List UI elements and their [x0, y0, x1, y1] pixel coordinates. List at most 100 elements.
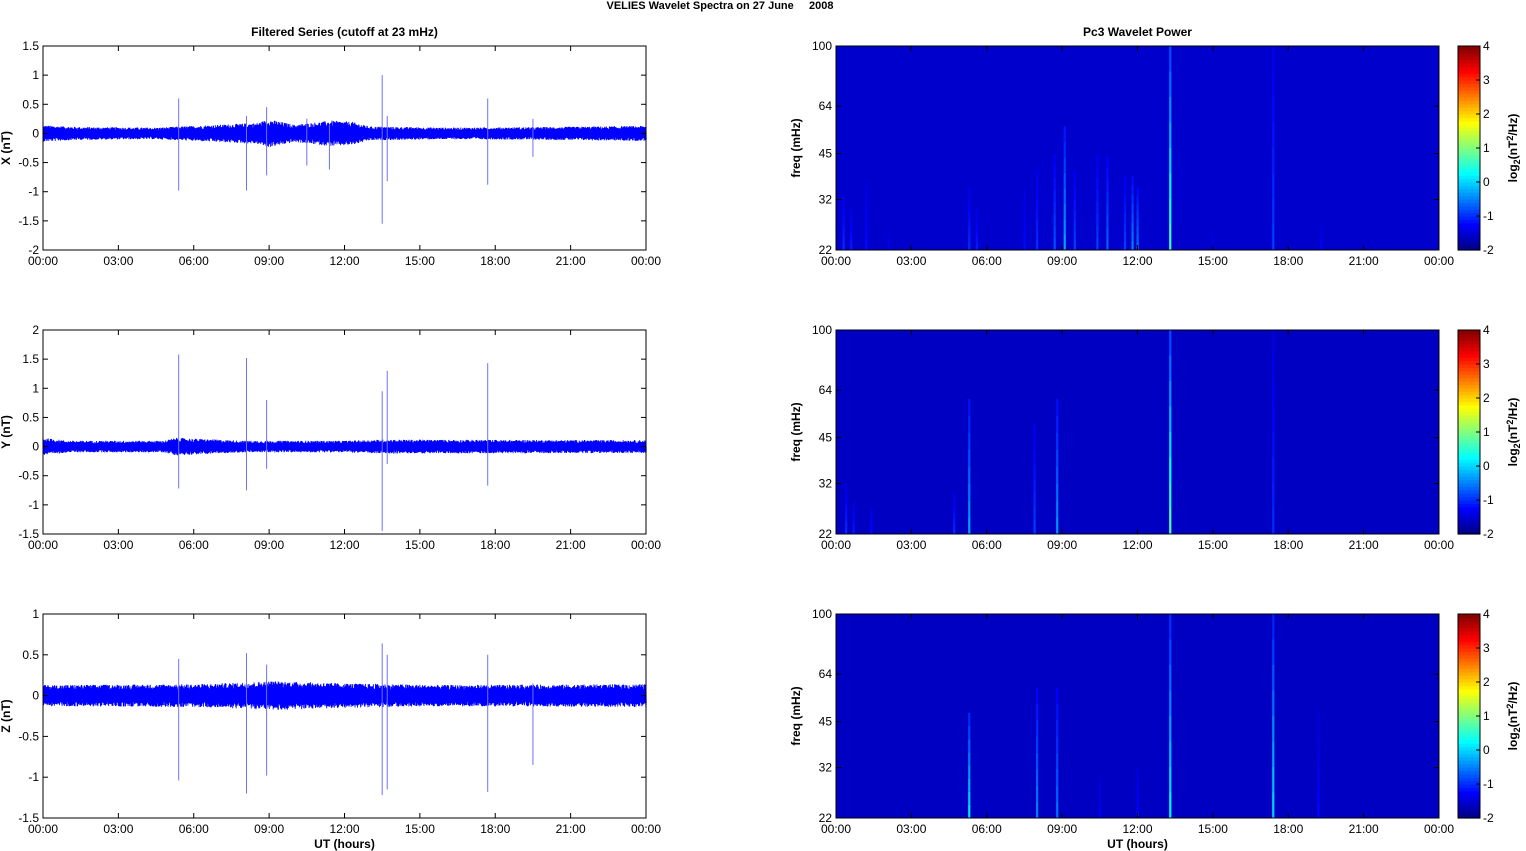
colorbar-segment: [1458, 811, 1480, 816]
heatmap-streak: [1317, 739, 1320, 753]
heatmap-streak: [1317, 804, 1320, 818]
heatmap-streak: [968, 791, 971, 805]
heatmap-streak: [975, 208, 978, 214]
heatmap-streak: [1098, 791, 1102, 798]
colorbar-tick-label: 3: [1483, 73, 1490, 87]
wavelet-x-tick-label: 09:00: [1047, 538, 1077, 552]
colorbar-segment: [1458, 804, 1480, 809]
colorbar-segment: [1458, 462, 1480, 467]
colorbar-segment: [1458, 243, 1480, 248]
heatmap-streak: [953, 502, 956, 508]
y-tick-label: -1.5: [18, 214, 39, 228]
heatmap-streak: [1056, 500, 1059, 518]
heatmap-streak: [1033, 506, 1036, 521]
wavelet-x-tick-label: 21:00: [1349, 822, 1379, 836]
y-tick-label: 0.5: [22, 648, 39, 662]
colorbar-segment: [1458, 736, 1480, 741]
colorbar-segment: [1458, 794, 1480, 799]
plots-group: -2 -1.5 -1 -0.5 0 0.5 1 1.5 X (nT) 00:00 03:00 06:0…: [0, 25, 1522, 851]
colorbar-segment: [1458, 432, 1480, 436]
heatmap-streak: [1211, 232, 1215, 235]
heatmap-streak: [887, 241, 890, 244]
wavelet-x-tick-label: 00:00: [821, 538, 851, 552]
wavelet-x-tick-label: 00:00: [1424, 538, 1454, 552]
heatmap-streak: [1272, 457, 1275, 483]
series-x-tick-label: 00:00: [28, 822, 58, 836]
plot-area: [43, 330, 646, 534]
heatmap-streak: [852, 517, 855, 522]
colorbar-segment: [1458, 394, 1480, 399]
colorbar-segment: [1458, 699, 1480, 703]
colorbar-segment: [1458, 428, 1480, 433]
colorbar-segment: [1458, 100, 1480, 105]
y-axis-label: X (nT): [0, 131, 13, 165]
heatmap-streak: [1317, 752, 1320, 766]
wavelet-title: Pc3 Wavelet Power: [1083, 25, 1192, 39]
wavelet-x-tick-label: 15:00: [1198, 822, 1228, 836]
colorbar-segment: [1458, 49, 1480, 54]
heatmap-streak: [968, 739, 971, 753]
colorbar-segment: [1458, 148, 1480, 152]
colorbar-segment: [1458, 685, 1480, 690]
colorbar-segment: [1458, 168, 1480, 173]
y-tick-label: -1.5: [18, 811, 39, 825]
colorbar-segment: [1458, 110, 1480, 115]
colorbar-segment: [1458, 83, 1480, 88]
series-x-tick-label: 06:00: [179, 822, 209, 836]
heatmap-streak: [1272, 148, 1275, 174]
colorbar-segment: [1458, 86, 1480, 91]
heatmap-streak: [1136, 773, 1139, 781]
colorbar-segment: [1458, 195, 1480, 200]
colorbar-segment: [1458, 114, 1480, 118]
colorbar-segment: [1458, 161, 1480, 166]
wavelet-x-tick-label: 00:00: [821, 822, 851, 836]
colorbar-segment: [1458, 506, 1480, 511]
heatmap-streak: [1169, 224, 1172, 250]
y-tick-label: 0: [32, 689, 39, 703]
heatmap-streak: [1319, 222, 1323, 226]
heatmap-streak: [1169, 122, 1172, 148]
heatmap-streak: [1272, 330, 1275, 356]
series-x-tick-label: 09:00: [254, 538, 284, 552]
colorbar-segment: [1458, 459, 1480, 464]
colorbar-segment: [1458, 479, 1480, 484]
series-x-tick-label: 00:00: [28, 538, 58, 552]
heatmap-streak: [1073, 199, 1076, 210]
heatmap-streak: [845, 521, 848, 528]
heatmap-streak: [1056, 752, 1059, 770]
heatmap-streak: [1169, 381, 1172, 407]
heatmap-streak: [865, 214, 868, 224]
colorbar-segment: [1458, 360, 1480, 365]
heatmap-streak: [968, 415, 971, 433]
heatmap-streak: [968, 500, 971, 518]
colorbar-segment: [1458, 80, 1480, 84]
heatmap-streak: [1136, 786, 1139, 793]
heatmap-streak: [1272, 97, 1275, 123]
series-x-tick-label: 12:00: [329, 822, 359, 836]
heatmap-streak: [968, 765, 971, 779]
y-tick-label: 1.5: [22, 39, 39, 53]
heatmap-streak: [1169, 716, 1172, 742]
heatmap-streak: [1169, 432, 1172, 458]
heatmap-streak: [1056, 432, 1059, 450]
colorbar-segment: [1458, 637, 1480, 642]
heatmap-streak: [1036, 736, 1039, 753]
heatmap-streak: [1053, 165, 1056, 178]
heatmap-streak: [852, 505, 855, 510]
heatmap-streak: [842, 229, 845, 237]
colorbar-segment: [1458, 743, 1480, 748]
heatmap-streak: [1272, 199, 1275, 225]
colorbar-segment: [1458, 131, 1480, 135]
colorbar-segment: [1458, 756, 1480, 761]
y-tick-label: 22: [819, 243, 833, 257]
heatmap-streak: [1098, 797, 1102, 803]
colorbar-tick-label: 0: [1483, 459, 1490, 473]
y-tick-label: 22: [819, 811, 833, 825]
colorbar-segment: [1458, 246, 1480, 251]
series-x-tick-label: 15:00: [405, 254, 435, 268]
heatmap-streak: [1169, 406, 1172, 432]
heatmap-streak: [1211, 241, 1215, 244]
heatmap-streak: [1023, 242, 1026, 250]
heatmap-streak: [1106, 238, 1109, 250]
colorbar-segment: [1458, 729, 1480, 734]
